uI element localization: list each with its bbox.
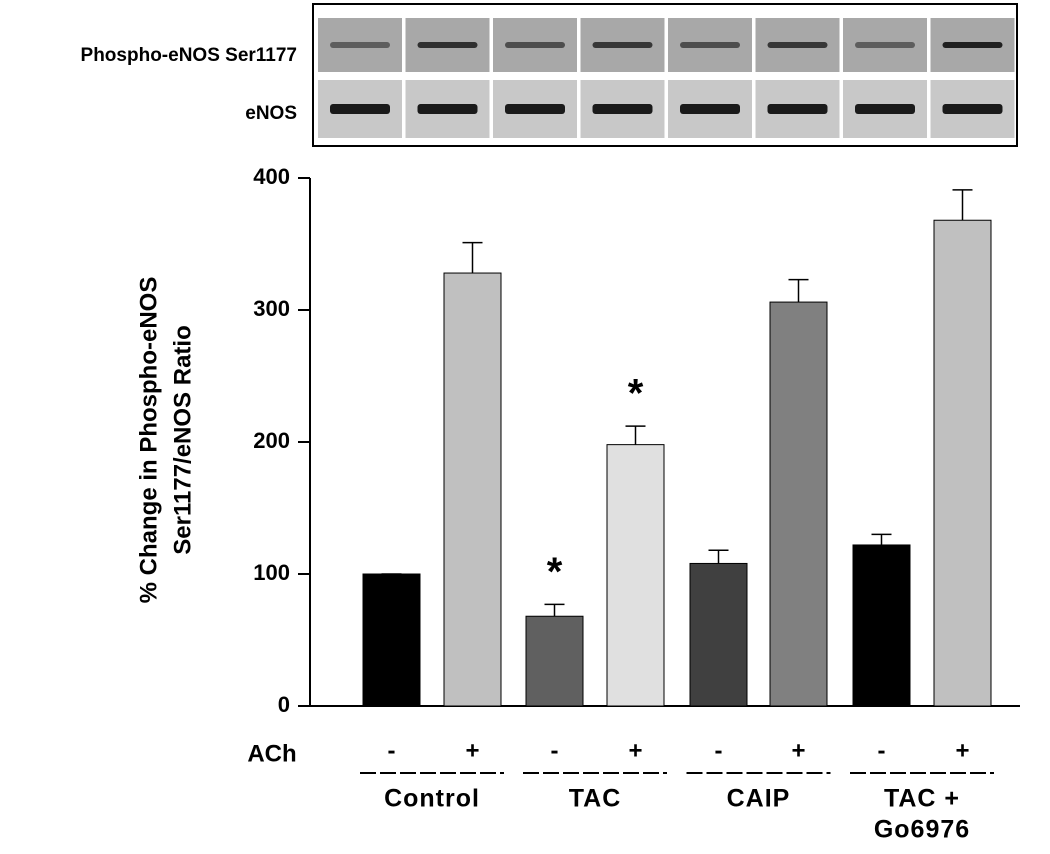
blot-band bbox=[505, 104, 565, 114]
y-tick-label: 200 bbox=[253, 428, 290, 453]
x-tick-label: - bbox=[551, 737, 559, 764]
y-tick-label: 400 bbox=[253, 164, 290, 189]
y-tick-label: 300 bbox=[253, 296, 290, 321]
blot-image bbox=[312, 3, 1018, 147]
group-label: TAC bbox=[569, 785, 622, 813]
group-label: CAIP bbox=[727, 785, 791, 813]
x-tick-label: + bbox=[628, 737, 642, 764]
bar bbox=[769, 301, 828, 707]
blot-band bbox=[505, 42, 565, 48]
blot-band bbox=[592, 104, 653, 114]
bar bbox=[852, 544, 911, 707]
blot-row-label: Phospho-eNOS Ser1177 bbox=[81, 45, 297, 66]
bar bbox=[689, 562, 748, 707]
blot-band bbox=[767, 42, 828, 48]
y-axis-title: % Change in Phospho-eNOS Ser1177/eNOS Ra… bbox=[135, 277, 196, 604]
blot-row-label: eNOS bbox=[245, 103, 297, 124]
bar bbox=[362, 573, 421, 707]
blot-band bbox=[855, 104, 915, 114]
x-tick-label: + bbox=[791, 737, 805, 764]
x-tick-label: - bbox=[878, 737, 886, 764]
x-tick-label: - bbox=[715, 737, 723, 764]
blot-band bbox=[942, 104, 1003, 114]
blot-band bbox=[417, 42, 478, 48]
bar bbox=[443, 272, 502, 707]
x-tick-label: - bbox=[388, 737, 396, 764]
bar bbox=[933, 219, 992, 707]
group-label: Control bbox=[384, 785, 480, 813]
blot-band bbox=[942, 42, 1003, 48]
blot-band bbox=[855, 42, 915, 48]
blot-band bbox=[417, 104, 478, 114]
annotation: * bbox=[547, 550, 563, 594]
group-label: TAC + bbox=[884, 785, 960, 813]
blot-band bbox=[330, 42, 390, 48]
blot-band bbox=[767, 104, 828, 114]
x-axis-title: ACh bbox=[247, 740, 296, 767]
y-axis-title-line: % Change in Phospho-eNOS bbox=[135, 277, 162, 604]
y-tick-label: 100 bbox=[253, 560, 290, 585]
y-tick-label: 0 bbox=[278, 692, 290, 717]
blot-band bbox=[330, 104, 390, 114]
bar bbox=[606, 444, 665, 707]
blot-band bbox=[680, 42, 740, 48]
blot-band bbox=[680, 104, 740, 114]
bar bbox=[525, 615, 584, 707]
annotation: * bbox=[628, 372, 644, 416]
x-tick-label: + bbox=[465, 737, 479, 764]
y-axis-title-line: Ser1177/eNOS Ratio bbox=[169, 325, 196, 554]
x-tick-label: + bbox=[955, 737, 969, 764]
blot-band bbox=[592, 42, 653, 48]
group-label: Go6976 bbox=[874, 816, 970, 844]
